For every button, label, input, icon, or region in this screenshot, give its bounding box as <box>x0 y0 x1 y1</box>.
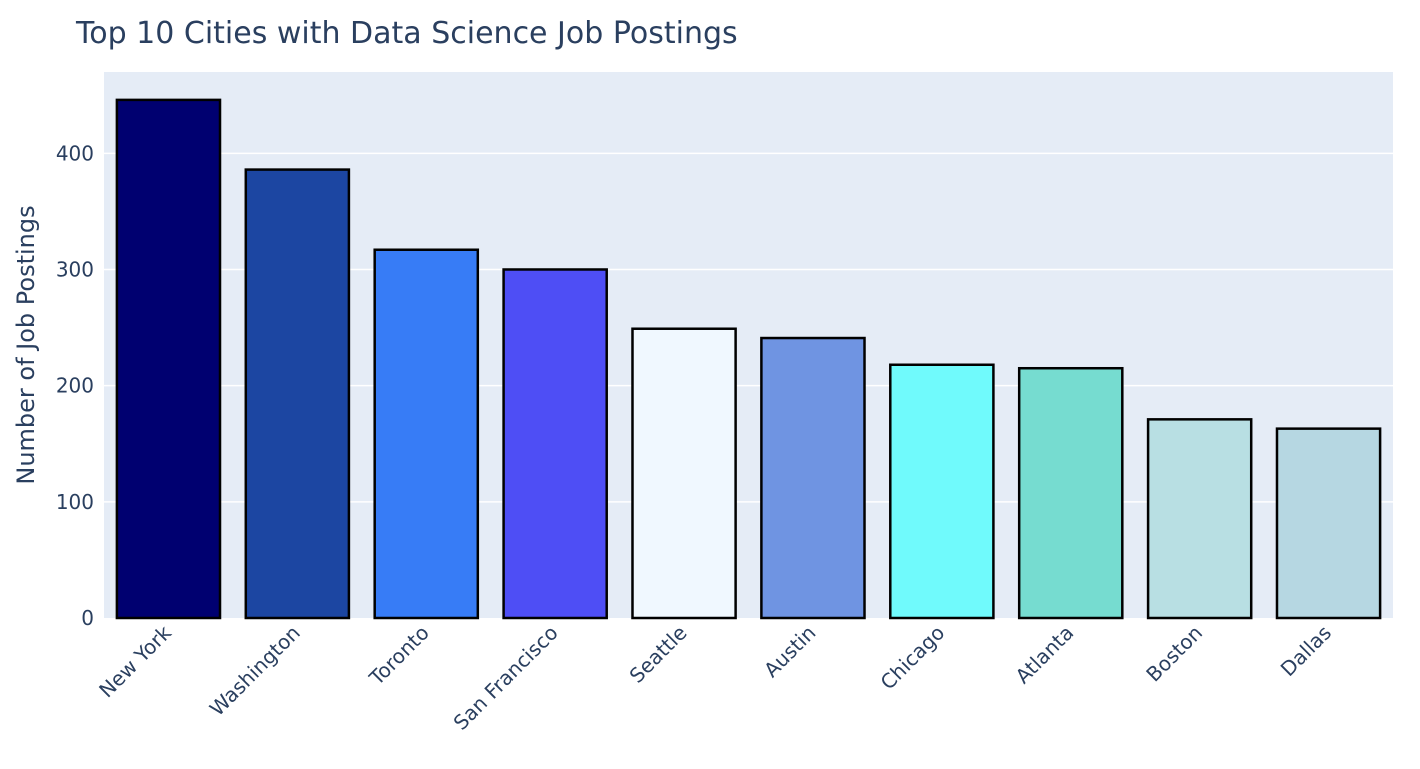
y-tick-label: 100 <box>56 490 94 514</box>
bar-austin <box>760 336 866 620</box>
y-axis-label: Number of Job Postings <box>12 205 40 484</box>
x-tick-label: Chicago <box>876 621 950 695</box>
x-tick-label: Toronto <box>364 621 434 691</box>
chart-title: Top 10 Cities with Data Science Job Post… <box>75 16 738 51</box>
bar-new-york <box>115 98 222 620</box>
y-tick-label: 0 <box>81 606 94 630</box>
y-tick-label: 400 <box>56 141 94 165</box>
x-tick-label: Washington <box>205 621 305 721</box>
x-tick-label: San Francisco <box>449 621 563 735</box>
bar-dallas <box>1275 427 1382 620</box>
y-tick-label: 300 <box>56 257 94 281</box>
bar-chicago <box>889 363 995 620</box>
x-tick-label: Atlanta <box>1011 621 1079 689</box>
y-tick-label: 200 <box>56 374 94 398</box>
bar-san-francisco <box>502 268 608 620</box>
bar-boston <box>1146 418 1253 620</box>
x-tick-label: Boston <box>1141 621 1207 687</box>
x-tick-label: Dallas <box>1276 621 1336 681</box>
x-tick-label: Seattle <box>625 621 692 688</box>
bar-washington <box>244 168 351 620</box>
bar-toronto <box>373 248 480 620</box>
bar-seattle <box>631 327 737 620</box>
x-tick-label: New York <box>94 620 176 702</box>
x-tick-label: Austin <box>759 621 820 682</box>
bar-atlanta <box>1017 366 1124 620</box>
